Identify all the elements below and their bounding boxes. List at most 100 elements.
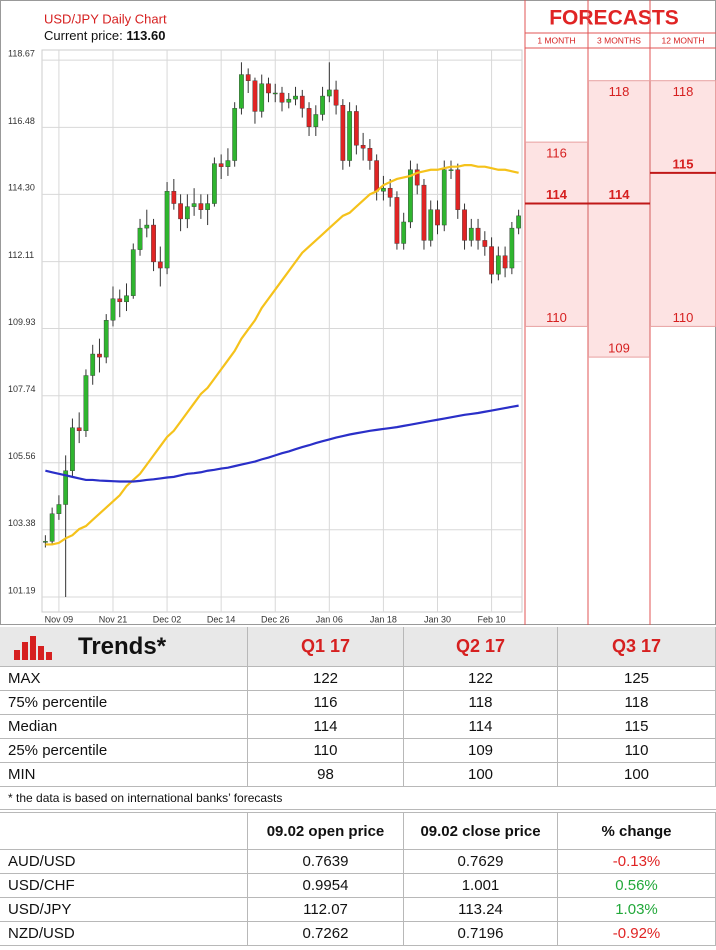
candle-body <box>70 427 75 471</box>
percent-change: -0.13% <box>558 850 716 874</box>
candle-body <box>495 255 501 275</box>
candle-body <box>509 227 515 269</box>
candle-body <box>475 227 481 241</box>
trends-value-text: 122 <box>467 670 494 687</box>
candle-body <box>299 95 305 109</box>
candle-body <box>286 98 292 103</box>
y-tick-label: 118.67 <box>8 49 35 59</box>
trends-column-header: Q3 17 <box>558 627 716 667</box>
forecast-median-label: 114 <box>609 187 631 202</box>
trends-value-text: 100 <box>623 766 650 783</box>
percent-change-text: 1.03% <box>615 901 658 918</box>
x-tick-label: Jan 18 <box>370 614 397 624</box>
trends-header: Trends* <box>0 627 248 667</box>
trends-footnote-text: * the data is based on international ban… <box>8 791 283 805</box>
trends-value: 115 <box>558 715 716 739</box>
close-price: 113.24 <box>404 898 558 922</box>
x-tick-label: Dec 14 <box>207 614 236 624</box>
candle-body <box>76 427 82 432</box>
trends-column-header-text: Q3 17 <box>611 636 662 656</box>
trends-row-label-text: 25% percentile <box>8 742 108 759</box>
trends-value-text: 125 <box>623 670 650 687</box>
candle-body <box>239 74 244 109</box>
trends-column-header-text: Q2 17 <box>455 636 506 656</box>
candle-body <box>272 92 278 95</box>
candle-body <box>313 114 319 127</box>
trends-title: Trends* <box>78 632 167 660</box>
trends-value-text: 118 <box>468 694 493 711</box>
current-price: 113.60 <box>126 28 165 43</box>
open-price-text: 0.7262 <box>302 925 349 942</box>
trends-value: 100 <box>404 763 558 787</box>
candle-body <box>387 187 393 198</box>
trends-value-text: 110 <box>624 742 649 759</box>
y-tick-label: 116.48 <box>8 116 35 126</box>
prices-column-header: 09.02 open price <box>248 812 404 850</box>
candle-body <box>157 261 163 269</box>
candle-body <box>259 83 265 112</box>
percent-change-text: -0.92% <box>612 925 661 942</box>
trends-value-text: 109 <box>467 742 494 759</box>
x-tick-label: Nov 09 <box>45 614 74 624</box>
trends-value-text: 98 <box>317 766 334 783</box>
candle-body <box>43 541 48 543</box>
candle-body <box>279 92 285 103</box>
candle-body <box>97 353 102 358</box>
candle-body <box>49 513 55 542</box>
open-price: 0.7639 <box>248 850 404 874</box>
candle-body <box>468 227 474 241</box>
candle-body <box>340 105 346 161</box>
trends-row-label: Median <box>0 715 248 739</box>
candle-body <box>218 163 224 167</box>
percent-change-text: -0.13% <box>612 853 661 870</box>
forecasts-title: FORECASTS <box>549 7 679 30</box>
trends-value-text: 116 <box>313 694 338 711</box>
y-tick-label: 107.74 <box>8 384 36 394</box>
trends-value: 118 <box>404 691 558 715</box>
candle-body <box>367 148 373 161</box>
candle-body <box>205 203 210 210</box>
candle-body <box>191 203 197 207</box>
prices-column-header-text: % change <box>601 822 672 840</box>
candle-body <box>448 169 454 171</box>
candle-body <box>63 470 69 505</box>
trends-value: 110 <box>248 739 404 763</box>
prices-column-header: 09.02 close price <box>404 812 558 850</box>
forecast-range <box>525 141 588 327</box>
trends-footnote: * the data is based on international ban… <box>0 787 716 810</box>
candle-body <box>381 187 386 192</box>
trends-value: 98 <box>248 763 404 787</box>
candle-body <box>90 353 96 376</box>
forecast-column-label: 3 MONTHS <box>597 35 641 45</box>
plot-area <box>41 49 523 613</box>
candle-body <box>320 95 325 115</box>
candle-body <box>293 95 298 100</box>
candle-body <box>130 249 136 296</box>
open-price-text: 0.9954 <box>302 877 349 894</box>
trends-row-label: MAX <box>0 667 248 691</box>
candle-body <box>198 203 204 210</box>
candle-body <box>441 169 447 226</box>
trends-value: 116 <box>248 691 404 715</box>
prices-row-label: AUD/USD <box>0 850 248 874</box>
candle-body <box>266 83 271 94</box>
x-tick-label: Jan 30 <box>424 614 451 624</box>
close-price: 0.7629 <box>404 850 558 874</box>
trends-value-text: 114 <box>468 718 493 735</box>
chart-title: USD/JPY Daily Chart <box>44 11 167 26</box>
trends-column-header: Q2 17 <box>404 627 558 667</box>
candle-body <box>252 80 258 112</box>
prices-header-blank <box>0 812 248 850</box>
percent-change-text: 0.56% <box>615 877 658 894</box>
candle-body <box>414 169 420 186</box>
y-tick-label: 109.93 <box>8 317 36 327</box>
forecast-low-label: 110 <box>546 310 567 325</box>
x-tick-label: Dec 26 <box>261 614 290 624</box>
x-tick-label: Dec 02 <box>153 614 182 624</box>
candle-body <box>178 203 183 220</box>
candle-body <box>83 375 89 432</box>
open-price: 0.7262 <box>248 922 404 946</box>
y-tick-label: 105.56 <box>8 451 36 461</box>
prices-row-label-text: USD/JPY <box>8 901 72 918</box>
